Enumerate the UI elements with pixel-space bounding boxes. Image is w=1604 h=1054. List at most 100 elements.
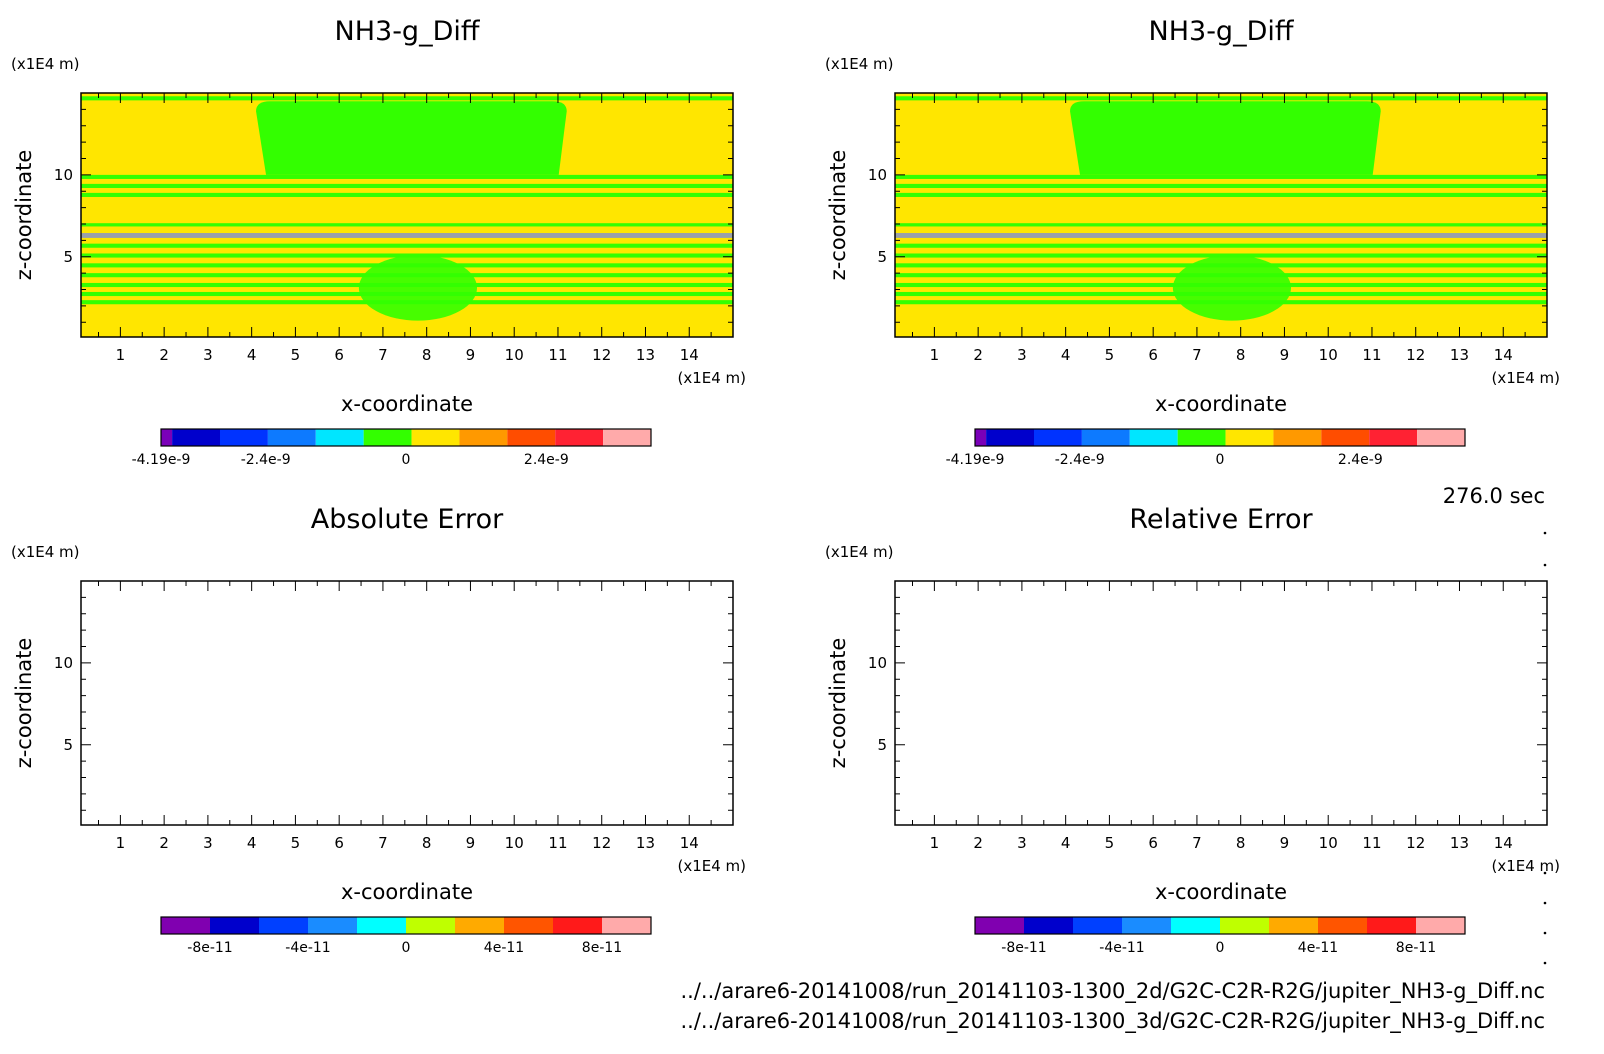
colorbar-tick-label: 0 xyxy=(1216,452,1225,468)
colorbar-tick-label: 2.4e-9 xyxy=(1338,452,1383,468)
margin-dot xyxy=(1543,531,1547,535)
x-tick-label: 1 xyxy=(930,834,940,852)
y-unit-label: (x1E4 m) xyxy=(11,55,80,73)
x-tick-label: 5 xyxy=(291,346,301,364)
x-tick-label: 10 xyxy=(1319,834,1338,852)
x-tick-label: 8 xyxy=(422,346,432,364)
plot-frame xyxy=(80,580,734,826)
colorbar-cell xyxy=(1416,917,1465,934)
y-axis-label: z-coordinate xyxy=(12,638,36,769)
field-band xyxy=(895,223,1547,227)
field-cloud xyxy=(1070,101,1381,175)
colorbar-tick-label: -2.4e-9 xyxy=(1055,452,1105,468)
colorbar-cell xyxy=(308,917,357,934)
x-tick-label: 5 xyxy=(1105,346,1115,364)
y-tick-label: 5 xyxy=(877,736,887,754)
colorbar-cell xyxy=(1318,917,1367,934)
y-unit-label: (x1E4 m) xyxy=(825,55,894,73)
time-label: 276.0 sec xyxy=(1443,484,1545,508)
colorbar-tick-label: -2.4e-9 xyxy=(241,452,291,468)
colorbar-cell xyxy=(315,429,364,446)
colorbar-frame xyxy=(160,916,652,935)
field-band xyxy=(81,183,733,188)
field-band xyxy=(895,174,1547,179)
x-tick-label: 6 xyxy=(1148,346,1158,364)
x-tick-label: 7 xyxy=(378,834,388,852)
x-tick-label: 7 xyxy=(1192,834,1202,852)
colorbar-cell xyxy=(1073,917,1122,934)
x-tick-label: 8 xyxy=(1236,834,1246,852)
field-cloud xyxy=(256,101,567,175)
margin-dot xyxy=(1543,961,1547,965)
margin-dot xyxy=(1543,871,1547,875)
colorbar-tick-label: 0 xyxy=(402,452,411,468)
colorbar-frame xyxy=(974,916,1466,935)
x-axis-label: x-coordinate xyxy=(341,880,473,904)
file-path-1: ../../arare6-20141008/run_20141103-1300_… xyxy=(680,979,1545,1004)
x-tick-label: 2 xyxy=(159,834,169,852)
x-axis-label: x-coordinate xyxy=(341,392,473,416)
colorbar-tick-label: -4e-11 xyxy=(285,940,330,956)
y-axis-label: z-coordinate xyxy=(826,638,850,769)
x-tick-label: 3 xyxy=(1017,346,1027,364)
x-unit-label: (x1E4 m) xyxy=(1491,857,1560,875)
margin-dot xyxy=(1543,931,1547,935)
x-tick-label: 14 xyxy=(1494,834,1513,852)
colorbar-cell xyxy=(1122,917,1171,934)
colorbar-cell xyxy=(219,429,268,446)
field-band xyxy=(895,192,1547,197)
colorbar-tick-label: 0 xyxy=(402,940,411,956)
x-unit-label: (x1E4 m) xyxy=(677,369,746,387)
x-axis-label: x-coordinate xyxy=(1155,880,1287,904)
x-tick-label: 13 xyxy=(636,346,655,364)
y-tick-label: 10 xyxy=(54,654,73,672)
y-unit-label: (x1E4 m) xyxy=(825,543,894,561)
colorbar-cell xyxy=(406,917,455,934)
colorbar-frame xyxy=(974,428,1466,447)
colorbar-tick-label: -8e-11 xyxy=(1001,940,1046,956)
plot-frame xyxy=(80,92,734,338)
colorbar-tick-label: -4.19e-9 xyxy=(946,452,1005,468)
x-tick-label: 8 xyxy=(1236,346,1246,364)
colorbar-cell xyxy=(1321,429,1370,446)
colorbar-tick-label: 4e-11 xyxy=(484,940,524,956)
x-unit-label: (x1E4 m) xyxy=(677,857,746,875)
x-tick-label: 1 xyxy=(116,346,126,364)
colorbar-cell xyxy=(1081,429,1130,446)
x-tick-label: 12 xyxy=(1406,834,1425,852)
colorbar-tick-label: 0 xyxy=(1216,940,1225,956)
x-tick-label: 11 xyxy=(1362,346,1381,364)
y-tick-label: 5 xyxy=(63,248,73,266)
colorbar-cell xyxy=(172,429,220,446)
field-band xyxy=(895,243,1547,248)
colorbar-cell xyxy=(1269,917,1318,934)
x-tick-label: 1 xyxy=(930,346,940,364)
colorbar-cell xyxy=(210,917,259,934)
x-tick-label: 14 xyxy=(680,346,699,364)
x-tick-label: 4 xyxy=(1061,834,1071,852)
colorbar-cell xyxy=(161,917,210,934)
colorbar-cell xyxy=(267,429,316,446)
field-band xyxy=(81,223,733,227)
x-tick-label: 11 xyxy=(548,834,567,852)
field-band xyxy=(81,174,733,179)
x-tick-label: 2 xyxy=(973,834,983,852)
x-tick-label: 2 xyxy=(159,346,169,364)
colorbar-tick-label: 2.4e-9 xyxy=(524,452,569,468)
chart-title: NH3-g_Diff xyxy=(335,16,481,47)
x-tick-label: 10 xyxy=(505,346,524,364)
colorbar-tick-label: 4e-11 xyxy=(1298,940,1338,956)
x-tick-label: 14 xyxy=(1494,346,1513,364)
colorbar-cell xyxy=(1220,917,1269,934)
x-tick-label: 6 xyxy=(334,346,344,364)
colorbar-cell xyxy=(411,429,460,446)
colorbar-cell xyxy=(459,429,508,446)
plot-frame xyxy=(894,580,1548,826)
x-tick-label: 12 xyxy=(592,834,611,852)
x-tick-label: 8 xyxy=(422,834,432,852)
colorbar-cell xyxy=(1024,917,1073,934)
colorbar-tick-label: 8e-11 xyxy=(582,940,622,956)
